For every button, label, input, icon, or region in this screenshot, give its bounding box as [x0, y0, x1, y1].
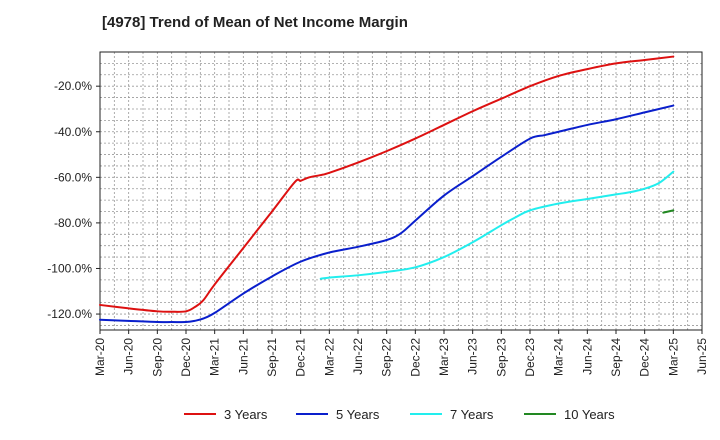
x-tick-label: Jun-22 [351, 338, 365, 375]
y-tick-label: -40.0% [54, 125, 92, 139]
x-tick-label: Sep-20 [150, 338, 164, 377]
x-tick-label: Jun-25 [695, 338, 709, 375]
x-tick-label: Dec-21 [294, 338, 308, 377]
grid [99, 51, 703, 330]
x-tick-label: Mar-24 [552, 338, 566, 376]
x-tick-label: Mar-23 [437, 338, 451, 376]
x-tick-label: Jun-24 [580, 338, 594, 375]
y-tick-label: -20.0% [54, 79, 92, 93]
x-tick-label: Sep-22 [380, 338, 394, 377]
legend-label-3-years: 3 Years [224, 407, 268, 422]
series-line-10-years [662, 209, 675, 214]
y-tick-label: -120.0% [47, 307, 92, 321]
x-axis: Mar-20 Jun-20 Sep-20 Dec-20 Mar-21 Jun-21 Sep-… [93, 330, 709, 377]
x-tick-label: Dec-23 [523, 338, 537, 377]
x-tick-label: Dec-22 [408, 338, 422, 377]
series-line-3-years [99, 55, 675, 313]
legend: 3 Years 5 Years 7 Years 10 Years [184, 407, 615, 422]
y-tick-label: -100.0% [47, 261, 92, 275]
x-tick-label: Sep-24 [609, 338, 623, 377]
legend-label-5-years: 5 Years [336, 407, 380, 422]
x-tick-label: Jun-23 [466, 338, 480, 375]
x-tick-label: Sep-23 [494, 338, 508, 377]
plot-area-frame [99, 51, 703, 331]
x-tick-label: Mar-22 [322, 338, 336, 376]
y-tick-label: -60.0% [54, 170, 92, 184]
x-tick-label: Dec-24 [638, 338, 652, 377]
chart-title: [4978] Trend of Mean of Net Income Margi… [102, 14, 408, 31]
series-lines [99, 55, 675, 324]
legend-label-7-years: 7 Years [450, 407, 494, 422]
series-line-5-years [99, 104, 675, 324]
x-tick-label: Jun-20 [122, 338, 136, 375]
y-tick-label: -80.0% [54, 216, 92, 230]
y-axis: -120.0% -100.0% -80.0% -60.0% -40.0% -20.0% [47, 79, 100, 321]
series-line-7-years [319, 170, 675, 280]
legend-label-10-years: 10 Years [564, 407, 615, 422]
x-tick-label: Jun-21 [236, 338, 250, 375]
x-tick-label: Sep-21 [265, 338, 279, 377]
x-tick-label: Mar-21 [208, 338, 222, 376]
x-tick-label: Mar-20 [93, 338, 107, 376]
x-tick-label: Dec-20 [179, 338, 193, 377]
x-tick-label: Mar-25 [666, 338, 680, 376]
